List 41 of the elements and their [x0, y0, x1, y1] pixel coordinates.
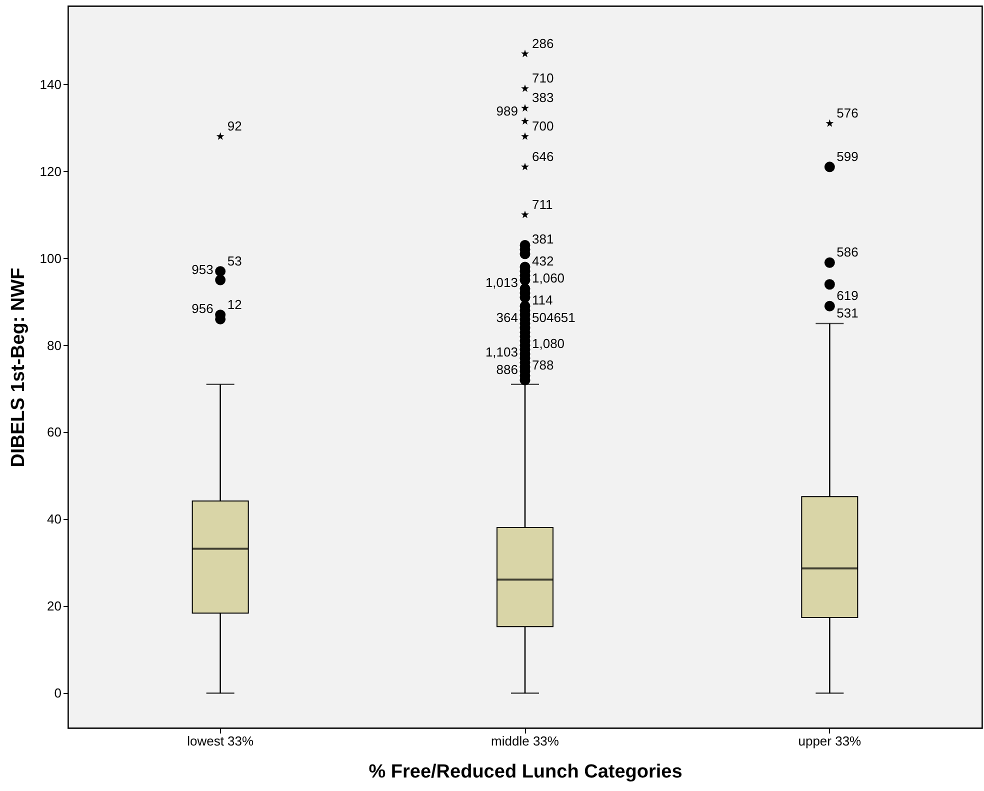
annotation: 586	[836, 244, 858, 260]
y-axis-title: DIBELS 1st-Beg: NWF	[8, 268, 29, 468]
annotation: 1,080	[532, 336, 565, 351]
annotation: 364	[496, 310, 518, 325]
annotation: 646	[532, 148, 554, 164]
annotation: 381	[532, 232, 554, 247]
annotation: 92	[227, 118, 242, 134]
x-tick-label: lowest 33%	[187, 734, 254, 748]
y-tick-label: 80	[47, 338, 62, 353]
annotation: 619	[836, 288, 858, 304]
y-tick-label: 100	[40, 250, 62, 266]
x-tick-label: middle 33%	[491, 734, 560, 748]
annotation: 989	[496, 103, 518, 118]
annotation: 576	[836, 105, 858, 120]
annotation: 788	[532, 358, 554, 373]
annotation: 53	[227, 253, 242, 268]
annotation: 1,013	[485, 275, 518, 290]
annotation: 599	[836, 148, 858, 164]
annotation: 286	[532, 36, 554, 51]
annotation: 531	[836, 306, 858, 321]
annotation: 953	[192, 262, 214, 278]
x-axis-title: % Free/Reduced Lunch Categories	[368, 762, 682, 782]
y-tick-label: 60	[47, 424, 62, 440]
annotation: 1,060	[532, 270, 565, 286]
annotation: 711	[532, 196, 553, 212]
x-tick-label: upper 33%	[798, 734, 862, 748]
y-tick-label: 0	[54, 686, 62, 701]
annotation: 12	[227, 296, 242, 312]
y-tick-label: 120	[40, 164, 62, 179]
annotation: 383	[532, 90, 554, 106]
y-tick-label: 40	[47, 512, 62, 527]
annotation: 956	[192, 301, 214, 316]
annotation: 432	[532, 253, 554, 268]
annotation: 114	[532, 292, 553, 308]
annotation: 1,103	[485, 344, 518, 360]
annotation: 504651	[532, 310, 576, 325]
annotation: 710	[532, 70, 554, 86]
y-tick-label: 140	[40, 76, 62, 92]
y-tick-label: 20	[47, 598, 62, 614]
annotation: 886	[496, 362, 518, 378]
annotation: 700	[532, 118, 554, 134]
